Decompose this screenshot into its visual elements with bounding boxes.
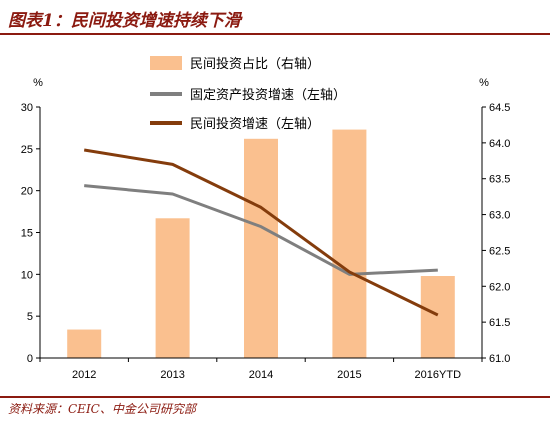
left-tick-label: 5 [27,311,33,323]
right-tick-label: 61.5 [489,317,510,329]
right-tick-label: 61.0 [489,353,510,365]
left-tick-label: 25 [21,144,33,156]
chart-title: 图表1：民间投资增速持续下滑 [8,11,241,31]
legend: 民间投资占比（右轴） 固定资产投资增速（左轴） 民间投资增速（左轴） [150,56,346,131]
axes: 0 5 10 15 20 25 30 61.0 61.5 62.0 62.5 63.0 63.5 64.0… [21,77,511,381]
legend-label: 固定资产投资增速（左轴） [190,87,346,102]
source-note: 资料来源：CEIC、中金公司研究部 [8,402,196,416]
legend-label: 民间投资增速（左轴） [190,116,320,131]
right-tick-label: 63.0 [489,210,510,222]
right-tick-label: 64.5 [489,102,510,114]
bar-2016YTD [420,276,455,358]
x-tick-label: 2012 [72,369,96,381]
legend-swatch-bar [150,56,182,70]
x-tick-label: 2014 [249,369,273,381]
left-tick-label: 15 [21,228,33,240]
left-tick-label: 10 [21,269,33,281]
source-divider [0,396,550,398]
title-divider [0,33,550,35]
bar-2013 [155,218,190,358]
left-tick-label: 30 [21,102,33,114]
right-tick-label: 64.0 [489,138,510,150]
bar-2015 [332,129,367,358]
right-tick-label: 62.5 [489,245,510,257]
x-tick-label: 2016YTD [415,369,462,381]
left-axis-unit: % [33,77,43,89]
right-tick-label: 63.5 [489,174,510,186]
right-tick-label: 62.0 [489,281,510,293]
bar-series [67,129,455,358]
x-tick-label: 2015 [337,369,361,381]
bar-2012 [67,329,102,358]
left-tick-label: 0 [27,353,33,365]
right-axis-unit: % [479,77,489,89]
legend-label: 民间投资占比（右轴） [190,56,320,71]
x-tick-label: 2013 [160,369,184,381]
left-tick-label: 20 [21,186,33,198]
line-series [83,148,439,317]
bar-2014 [244,138,278,358]
